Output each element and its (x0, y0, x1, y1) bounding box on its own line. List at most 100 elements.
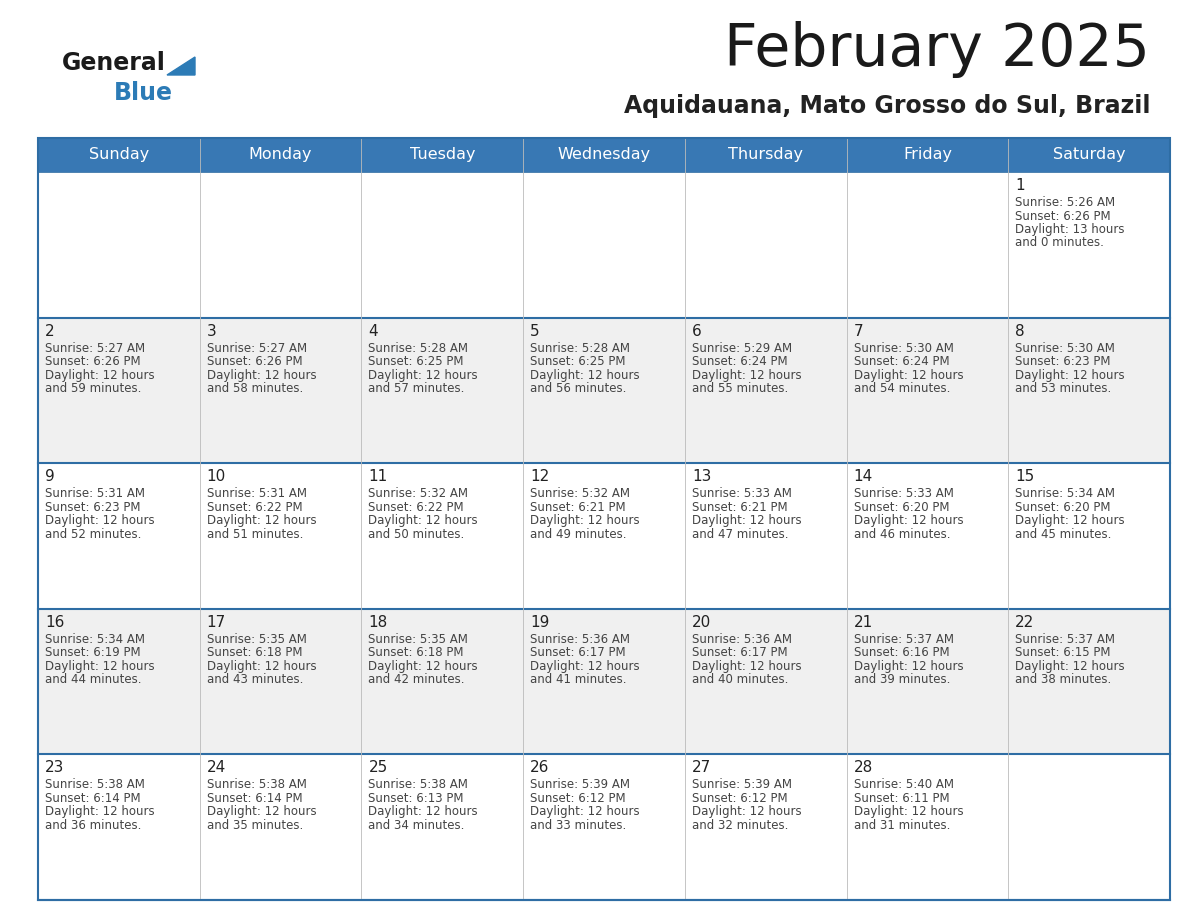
Text: 2: 2 (45, 324, 55, 339)
Text: and 59 minutes.: and 59 minutes. (45, 382, 141, 395)
Text: 7: 7 (853, 324, 864, 339)
Text: 24: 24 (207, 760, 226, 776)
Text: and 39 minutes.: and 39 minutes. (853, 673, 950, 687)
Bar (38, 755, 1170, 900)
Text: and 50 minutes.: and 50 minutes. (368, 528, 465, 541)
Text: and 53 minutes.: and 53 minutes. (1016, 382, 1112, 395)
Text: Sunrise: 5:37 AM: Sunrise: 5:37 AM (853, 633, 954, 645)
Text: Sunrise: 5:29 AM: Sunrise: 5:29 AM (691, 341, 792, 354)
Text: Sunrise: 5:38 AM: Sunrise: 5:38 AM (45, 778, 145, 791)
Text: 15: 15 (1016, 469, 1035, 484)
Bar (38, 318, 1170, 464)
Text: Sunrise: 5:38 AM: Sunrise: 5:38 AM (368, 778, 468, 791)
Text: and 58 minutes.: and 58 minutes. (207, 382, 303, 395)
Text: 19: 19 (530, 615, 550, 630)
Text: and 33 minutes.: and 33 minutes. (530, 819, 626, 832)
Text: 16: 16 (45, 615, 64, 630)
Text: Daylight: 12 hours: Daylight: 12 hours (368, 514, 478, 527)
Text: 9: 9 (45, 469, 55, 484)
Text: February 2025: February 2025 (725, 21, 1150, 78)
Text: Daylight: 12 hours: Daylight: 12 hours (530, 660, 640, 673)
Text: Sunset: 6:24 PM: Sunset: 6:24 PM (691, 355, 788, 368)
Text: Sunrise: 5:28 AM: Sunrise: 5:28 AM (530, 341, 630, 354)
Text: Friday: Friday (903, 148, 952, 162)
Text: Daylight: 12 hours: Daylight: 12 hours (853, 805, 963, 819)
Text: and 56 minutes.: and 56 minutes. (530, 382, 626, 395)
Text: Daylight: 12 hours: Daylight: 12 hours (691, 514, 802, 527)
Text: and 40 minutes.: and 40 minutes. (691, 673, 788, 687)
Text: Wednesday: Wednesday (557, 148, 651, 162)
Text: and 46 minutes.: and 46 minutes. (853, 528, 950, 541)
Text: Sunrise: 5:27 AM: Sunrise: 5:27 AM (207, 341, 307, 354)
Text: Daylight: 12 hours: Daylight: 12 hours (853, 660, 963, 673)
Text: Sunrise: 5:39 AM: Sunrise: 5:39 AM (691, 778, 792, 791)
Text: Daylight: 12 hours: Daylight: 12 hours (207, 805, 316, 819)
Text: Daylight: 12 hours: Daylight: 12 hours (1016, 369, 1125, 382)
Text: Sunset: 6:14 PM: Sunset: 6:14 PM (207, 792, 302, 805)
Text: Sunrise: 5:33 AM: Sunrise: 5:33 AM (691, 487, 791, 500)
Text: Sunset: 6:26 PM: Sunset: 6:26 PM (1016, 209, 1111, 222)
Text: and 36 minutes.: and 36 minutes. (45, 819, 141, 832)
Text: Sunrise: 5:32 AM: Sunrise: 5:32 AM (530, 487, 630, 500)
Text: Sunrise: 5:26 AM: Sunrise: 5:26 AM (1016, 196, 1116, 209)
Text: Sunset: 6:21 PM: Sunset: 6:21 PM (691, 500, 788, 514)
Text: Sunrise: 5:31 AM: Sunrise: 5:31 AM (45, 487, 145, 500)
Text: Sunset: 6:20 PM: Sunset: 6:20 PM (853, 500, 949, 514)
Text: Sunrise: 5:38 AM: Sunrise: 5:38 AM (207, 778, 307, 791)
Text: Daylight: 12 hours: Daylight: 12 hours (45, 805, 154, 819)
Text: and 0 minutes.: and 0 minutes. (1016, 237, 1104, 250)
Text: 18: 18 (368, 615, 387, 630)
Text: and 32 minutes.: and 32 minutes. (691, 819, 788, 832)
Text: Sunset: 6:18 PM: Sunset: 6:18 PM (207, 646, 302, 659)
Text: Sunrise: 5:35 AM: Sunrise: 5:35 AM (368, 633, 468, 645)
Text: Daylight: 12 hours: Daylight: 12 hours (368, 805, 478, 819)
Text: 11: 11 (368, 469, 387, 484)
Text: Daylight: 12 hours: Daylight: 12 hours (530, 514, 640, 527)
Text: Daylight: 12 hours: Daylight: 12 hours (45, 514, 154, 527)
Text: Sunset: 6:26 PM: Sunset: 6:26 PM (207, 355, 302, 368)
Text: Aquidauana, Mato Grosso do Sul, Brazil: Aquidauana, Mato Grosso do Sul, Brazil (624, 94, 1150, 118)
Text: and 41 minutes.: and 41 minutes. (530, 673, 626, 687)
Text: Sunrise: 5:36 AM: Sunrise: 5:36 AM (530, 633, 630, 645)
Text: Sunset: 6:17 PM: Sunset: 6:17 PM (691, 646, 788, 659)
Text: and 52 minutes.: and 52 minutes. (45, 528, 141, 541)
Text: 13: 13 (691, 469, 712, 484)
Text: 17: 17 (207, 615, 226, 630)
Text: 25: 25 (368, 760, 387, 776)
Text: 6: 6 (691, 324, 702, 339)
Polygon shape (168, 57, 195, 75)
Text: Daylight: 12 hours: Daylight: 12 hours (530, 805, 640, 819)
Text: Sunset: 6:15 PM: Sunset: 6:15 PM (1016, 646, 1111, 659)
Text: Daylight: 12 hours: Daylight: 12 hours (691, 805, 802, 819)
Text: Sunset: 6:26 PM: Sunset: 6:26 PM (45, 355, 140, 368)
Text: Sunrise: 5:30 AM: Sunrise: 5:30 AM (1016, 341, 1116, 354)
Text: and 51 minutes.: and 51 minutes. (207, 528, 303, 541)
Text: Sunset: 6:12 PM: Sunset: 6:12 PM (530, 792, 626, 805)
Text: 21: 21 (853, 615, 873, 630)
Text: 14: 14 (853, 469, 873, 484)
Text: Thursday: Thursday (728, 148, 803, 162)
Text: Sunday: Sunday (89, 148, 148, 162)
Text: and 54 minutes.: and 54 minutes. (853, 382, 950, 395)
Text: Sunset: 6:19 PM: Sunset: 6:19 PM (45, 646, 140, 659)
Text: Daylight: 13 hours: Daylight: 13 hours (1016, 223, 1125, 236)
Bar (38, 138, 1170, 900)
Text: Sunrise: 5:27 AM: Sunrise: 5:27 AM (45, 341, 145, 354)
Text: Sunset: 6:17 PM: Sunset: 6:17 PM (530, 646, 626, 659)
Text: Daylight: 12 hours: Daylight: 12 hours (368, 369, 478, 382)
Text: Sunset: 6:22 PM: Sunset: 6:22 PM (207, 500, 302, 514)
Text: 12: 12 (530, 469, 549, 484)
Text: Sunrise: 5:30 AM: Sunrise: 5:30 AM (853, 341, 954, 354)
Text: Daylight: 12 hours: Daylight: 12 hours (207, 660, 316, 673)
Text: and 47 minutes.: and 47 minutes. (691, 528, 789, 541)
Text: Daylight: 12 hours: Daylight: 12 hours (691, 660, 802, 673)
Text: Sunrise: 5:37 AM: Sunrise: 5:37 AM (1016, 633, 1116, 645)
Text: Sunrise: 5:34 AM: Sunrise: 5:34 AM (45, 633, 145, 645)
Bar (38, 609, 1170, 755)
Text: Sunset: 6:14 PM: Sunset: 6:14 PM (45, 792, 140, 805)
Text: 5: 5 (530, 324, 539, 339)
Text: General: General (62, 51, 166, 75)
Text: 22: 22 (1016, 615, 1035, 630)
Text: Daylight: 12 hours: Daylight: 12 hours (368, 660, 478, 673)
Text: and 44 minutes.: and 44 minutes. (45, 673, 141, 687)
